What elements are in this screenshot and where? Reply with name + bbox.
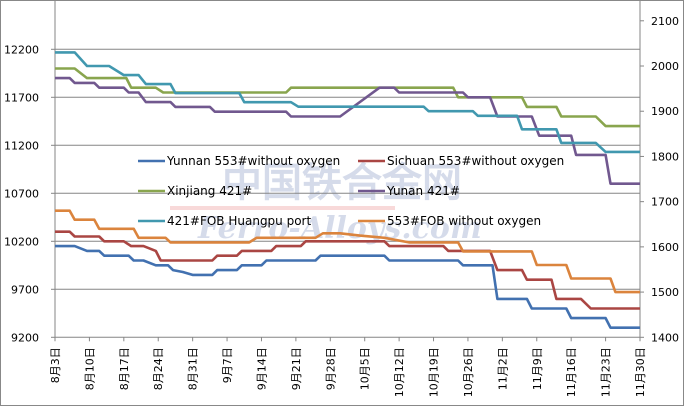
right-axis-tick-label: 1900	[651, 105, 679, 118]
x-axis-tick-label: 11月9日	[531, 347, 544, 390]
x-axis-tick-label: 8月17日	[118, 347, 131, 390]
series-line-0	[55, 244, 640, 330]
left-axis-tick-label: 9200	[11, 331, 39, 344]
axes: 9200 9700 10200 10700 11200 11700 12200 1400 150…	[4, 0, 679, 397]
series-line-5	[55, 209, 640, 294]
legend-label: Yunan 421#	[386, 184, 460, 198]
left-axis-tick-label: 12200	[4, 43, 39, 56]
series-line-3	[55, 76, 640, 185]
gridlines	[55, 48, 640, 290]
left-axis-tick-label: 9700	[11, 283, 39, 296]
x-axis-tick-label: 11月30日	[634, 347, 647, 397]
left-axis-tick-label: 10700	[4, 187, 39, 200]
legend-label: Xinjiang 421#	[167, 184, 252, 198]
right-axis-tick-label: 1400	[651, 331, 679, 344]
right-axis-tick-label: 1700	[651, 196, 679, 209]
left-axis-tick-label: 11700	[4, 91, 39, 104]
legend-label: Yunnan 553#without oxygen	[166, 154, 340, 168]
series-line-4	[55, 51, 640, 154]
x-axis-tick-label: 10月12日	[393, 347, 406, 397]
x-axis-tick-label: 9月7日	[221, 347, 234, 383]
right-axis-tick-label: 1600	[651, 241, 679, 254]
x-axis-tick-label: 9月21日	[290, 347, 303, 390]
x-axis-tick-label: 9月14日	[255, 347, 268, 390]
x-axis-tick-label: 10月26日	[462, 347, 475, 397]
x-axis-tick-label: 11月23日	[600, 347, 613, 397]
watermark-bar	[170, 206, 395, 210]
x-axis-tick-label: 10月19日	[428, 347, 441, 397]
x-axis-tick-label: 11月2日	[496, 347, 509, 390]
legend-label: Sichuan 553#without oxygen	[387, 154, 564, 168]
x-axis-tick-label: 8月10日	[83, 347, 96, 390]
right-axis-tick-label: 1800	[651, 150, 679, 163]
series-group	[55, 51, 640, 330]
right-axis-tick-label: 1500	[651, 286, 679, 299]
x-axis-tick-label: 10月5日	[359, 347, 372, 390]
x-axis-tick-label: 8月24日	[152, 347, 165, 390]
left-axis-tick-label: 11200	[4, 139, 39, 152]
right-axis-tick-label: 2000	[651, 60, 679, 73]
legend-label: 421#FOB Huangpu port	[167, 214, 311, 228]
watermark-cn: 中国铁合金网	[222, 160, 462, 206]
x-axis-tick-label: 11月16日	[565, 347, 578, 397]
series-line-1	[55, 230, 640, 310]
left-axis-tick-label: 10200	[4, 235, 39, 248]
legend-label: 553#FOB without oxygen	[387, 214, 541, 228]
x-axis-tick-label: 8月3日	[49, 347, 62, 383]
x-axis-tick-label: 8月31日	[187, 347, 200, 390]
right-axis-tick-label: 2100	[651, 15, 679, 28]
x-axis-tick-label: 9月28日	[324, 347, 337, 390]
legend: Yunnan 553#without oxygen Sichuan 553#wit…	[138, 154, 564, 228]
series-line-2	[55, 67, 640, 128]
